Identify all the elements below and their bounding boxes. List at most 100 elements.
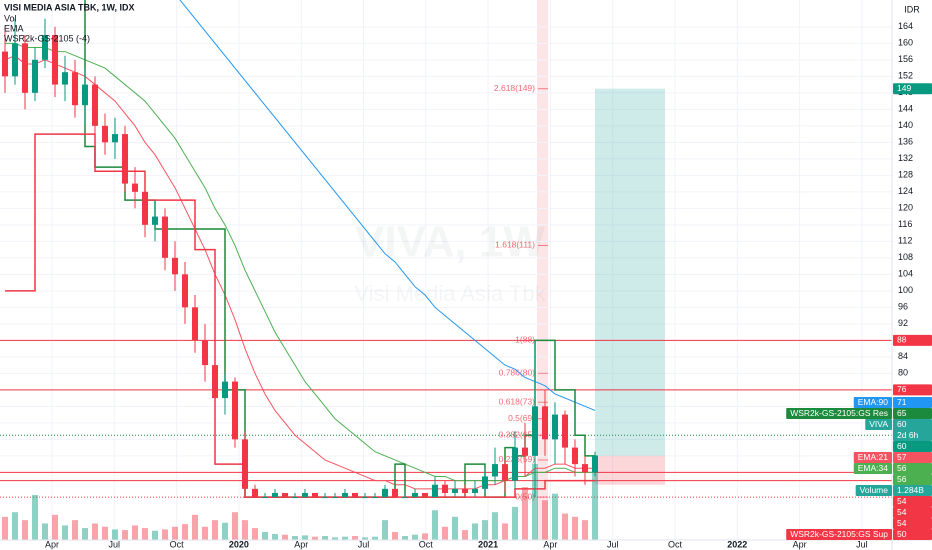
volume-bar	[322, 536, 328, 540]
volume-bar	[182, 524, 188, 540]
volume-bar	[162, 529, 168, 540]
fib-label: 2.618(149)	[494, 83, 535, 93]
y-tick-label: 96	[898, 302, 908, 312]
volume-bar	[172, 526, 178, 540]
candle-body	[42, 35, 48, 60]
volume-bar	[502, 523, 508, 540]
volume-bar	[542, 500, 548, 540]
x-tick-label: Jul	[358, 539, 370, 549]
candle-body	[172, 257, 178, 275]
legend-indicator: Vol	[4, 13, 17, 23]
candle-body	[62, 72, 68, 85]
candle-body	[272, 492, 278, 498]
volume-bar	[372, 536, 378, 540]
x-tick-label: Apr	[45, 539, 59, 549]
price-tag-name: EMA:21	[858, 452, 889, 462]
volume-bar	[392, 532, 398, 540]
price-tags: 149 88 76 71 EMA:90 65 WSR2k-GS-2105:GS Res 602…	[786, 83, 932, 540]
price-tag-value: 57	[897, 452, 907, 462]
candle-body	[322, 497, 328, 499]
y-tick-label: 156	[898, 54, 913, 64]
candle-body	[102, 125, 108, 143]
candle-body	[192, 307, 198, 341]
price-tag-name-box	[865, 419, 892, 430]
y-tick-label: 140	[898, 120, 913, 130]
candle-body	[22, 43, 28, 93]
volume-bar	[122, 530, 128, 540]
ema-line	[179, 0, 596, 411]
volume-bar	[62, 525, 68, 540]
candle-body	[122, 134, 128, 184]
y-tick-label: 160	[898, 38, 913, 48]
price-tag	[893, 83, 932, 95]
price-tag	[893, 485, 932, 496]
legend-indicator: WSR2k-GS-2105 (-4)	[4, 33, 90, 43]
volume-bar	[12, 512, 18, 540]
volume-bar	[92, 523, 98, 540]
x-tick-label: Apr	[793, 539, 807, 549]
price-tag	[893, 408, 932, 419]
price-tag-name-box	[855, 485, 892, 496]
x-tick-label: Apr	[294, 539, 308, 549]
y-tick-label: 92	[898, 318, 908, 328]
candle-body	[432, 484, 438, 498]
candle-body	[282, 492, 288, 498]
price-tag	[893, 518, 932, 529]
candle-body	[532, 406, 538, 456]
price-tag-value: 1.284B	[897, 485, 924, 495]
price-tag-value: 54	[897, 518, 907, 528]
candle-body	[482, 476, 488, 489]
volume-bar	[242, 520, 248, 540]
y-tick-label: 120	[898, 203, 913, 213]
price-tag	[893, 441, 932, 452]
volume-bar	[382, 520, 388, 540]
candle-body	[312, 492, 318, 498]
fib-label: 1.618(111)	[495, 240, 535, 250]
volume-bar	[442, 526, 448, 540]
volume-bar	[2, 516, 8, 540]
price-tag	[893, 452, 932, 463]
volume-bar	[292, 536, 298, 540]
volume-bar	[52, 514, 58, 540]
y-tick-label: 132	[898, 153, 913, 163]
watermark-sub: Visi Media Asia Tbk	[354, 281, 546, 306]
price-tag	[893, 529, 932, 540]
position-loss	[595, 455, 665, 485]
y-tick-label: 152	[898, 71, 913, 81]
x-tick-label: 2022	[727, 539, 747, 549]
candle-body	[242, 439, 248, 489]
y-tick-label: 108	[898, 252, 913, 262]
price-tag-value: 71	[897, 397, 907, 407]
candle-body	[292, 497, 298, 499]
price-tag	[893, 463, 932, 474]
candle-body	[142, 191, 148, 225]
price-tag-name: Volume	[860, 485, 889, 495]
x-tick-label: Jul	[856, 539, 868, 549]
volume-bar	[272, 534, 278, 540]
volume-bar	[472, 523, 478, 540]
volume-bar	[22, 520, 28, 540]
y-tick-label: 164	[898, 21, 913, 31]
candle-body	[452, 488, 458, 493]
price-tag-value: 54	[897, 496, 907, 506]
price-tag-countdown: 2d 6h	[897, 430, 919, 440]
candle-body	[2, 51, 8, 77]
fib-label: 0.786(80)	[499, 368, 536, 378]
candle-body	[562, 414, 568, 448]
volume-bar	[212, 520, 218, 540]
volume-bar	[42, 523, 48, 540]
volume-bar	[362, 537, 368, 540]
volume-bar	[252, 528, 258, 540]
fib-label: 0.382(65)	[499, 429, 536, 439]
candle-body	[442, 484, 448, 493]
candle-body	[402, 497, 408, 499]
candle-body	[582, 464, 588, 473]
volume-bar	[262, 532, 268, 540]
x-tick-label: Jul	[607, 539, 619, 549]
candle-body	[592, 455, 598, 473]
candle-body	[262, 497, 268, 499]
fib-label: 0.5(69)	[508, 413, 535, 423]
x-tick-label: 2020	[229, 539, 249, 549]
volume-bar	[312, 536, 318, 540]
